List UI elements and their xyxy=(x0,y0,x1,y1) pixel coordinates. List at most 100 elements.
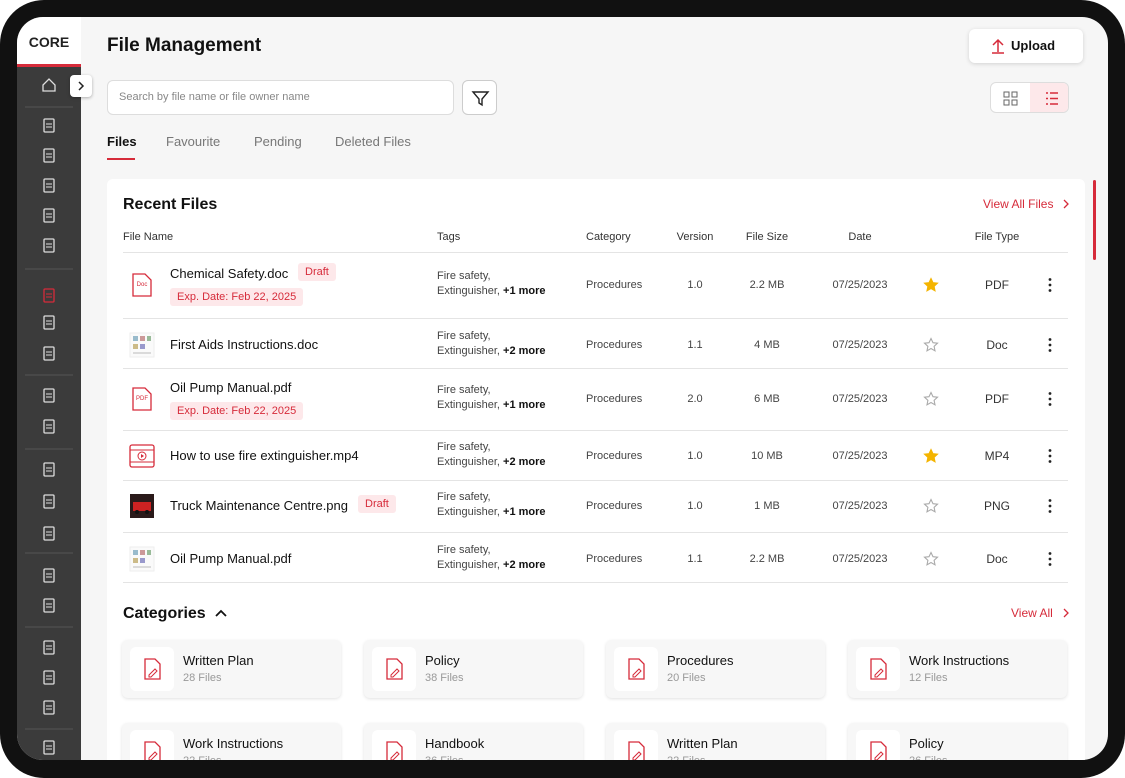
category-card[interactable]: Handbook 36 Files xyxy=(364,723,583,760)
column-header: Tags xyxy=(437,231,461,243)
category-count: 20 Files xyxy=(667,672,706,684)
more-tags[interactable]: +2 more xyxy=(503,456,546,468)
category-card[interactable]: Written Plan 22 Files xyxy=(606,723,825,760)
category-count: 22 Files xyxy=(183,755,222,760)
file-icon-label: PDF xyxy=(136,396,148,402)
star-outline xyxy=(923,337,939,352)
category-icon xyxy=(856,647,900,691)
category-name: Policy xyxy=(909,736,944,751)
search-input[interactable]: Search by file name or file owner name xyxy=(107,80,454,115)
category-count: 26 Files xyxy=(909,755,948,760)
row-divider xyxy=(123,368,1068,369)
tag: Extinguisher, xyxy=(437,456,500,468)
video-glyph xyxy=(129,444,155,468)
more-tags[interactable]: +2 more xyxy=(503,345,546,357)
more-tags[interactable]: +1 more xyxy=(503,506,546,518)
tag-line: Extinguisher, +2 more xyxy=(437,559,546,571)
sheet-thumb xyxy=(129,332,155,358)
tag-line: Extinguisher, +2 more xyxy=(437,345,546,357)
view-all-link[interactable]: View All xyxy=(1011,606,1053,620)
category-count: 28 Files xyxy=(183,672,222,684)
tag: Extinguisher, xyxy=(437,285,500,297)
more-tags[interactable]: +1 more xyxy=(503,285,546,297)
scrollbar xyxy=(1093,180,1096,260)
more-tags[interactable]: +1 more xyxy=(503,399,546,411)
category-card[interactable]: Work Instructions 22 Files xyxy=(122,723,341,760)
category: Procedures xyxy=(586,339,643,351)
row-menu xyxy=(1048,499,1052,513)
category-name: Written Plan xyxy=(183,653,254,668)
status-badge: Draft xyxy=(358,495,396,513)
tab[interactable]: Pending xyxy=(254,134,302,149)
star-outline xyxy=(923,498,939,513)
cell-version: 1.0 xyxy=(687,279,703,291)
cell-size: 6 MB xyxy=(754,393,780,405)
category-name: Handbook xyxy=(425,736,485,751)
category-card[interactable]: Policy 38 Files xyxy=(364,640,583,698)
cell-date: 07/25/2023 xyxy=(832,553,888,565)
category-card[interactable]: Work Instructions 12 Files xyxy=(848,640,1067,698)
row-divider xyxy=(123,582,1068,583)
content-card: Recent Files View All Files File Name Tags C… xyxy=(107,179,1085,760)
filter-button[interactable] xyxy=(462,80,497,115)
category: Procedures xyxy=(586,553,643,565)
column-header: Category xyxy=(586,231,631,243)
category-name: Work Instructions xyxy=(909,653,1010,668)
row-menu xyxy=(1048,552,1052,566)
cell-size: 2.2 MB xyxy=(749,279,785,291)
status-badge: Draft xyxy=(298,263,336,281)
tag-line: Extinguisher, +1 more xyxy=(437,399,546,411)
expiry-badge: Exp. Date: Feb 22, 2025 xyxy=(170,288,304,306)
sidebar-toggle[interactable] xyxy=(70,75,92,97)
cell-version: 1.0 xyxy=(687,500,703,512)
category-card[interactable]: Policy 26 Files xyxy=(848,723,1067,760)
category-icon xyxy=(130,730,174,760)
more-tags[interactable]: +2 more xyxy=(503,559,546,571)
chevron xyxy=(1063,199,1069,209)
doc-glyph xyxy=(144,741,161,760)
tag: Fire safety, xyxy=(437,270,491,282)
cell-date: 07/25/2023 xyxy=(832,393,888,405)
tag-line: Extinguisher, +1 more xyxy=(437,285,546,297)
filter-icon xyxy=(471,91,490,107)
sheet-thumb xyxy=(129,546,155,572)
file-name: How to use fire extinguisher.mp4 xyxy=(170,448,359,463)
view-toggle-icons[interactable] xyxy=(991,83,1069,113)
category: Procedures xyxy=(586,450,643,462)
tag: Extinguisher, xyxy=(437,399,500,411)
tag-line: Extinguisher, +2 more xyxy=(437,456,546,468)
category-count: 38 Files xyxy=(425,672,464,684)
star-outline xyxy=(923,391,939,406)
category-card[interactable]: Written Plan 28 Files xyxy=(122,640,341,698)
category-icon xyxy=(614,730,658,760)
category-count: 36 Files xyxy=(425,755,464,760)
file-type: Doc xyxy=(986,338,1008,352)
row-divider xyxy=(123,480,1068,481)
cell-date: 07/25/2023 xyxy=(832,500,888,512)
doc-glyph xyxy=(386,741,403,760)
category-card[interactable]: Procedures 20 Files xyxy=(606,640,825,698)
file-icon: Doc xyxy=(129,272,155,298)
tab[interactable]: Files xyxy=(107,134,137,149)
view-all-link[interactable]: View All Files xyxy=(983,197,1054,211)
tag: Fire safety, xyxy=(437,330,491,342)
upload-button[interactable]: Upload xyxy=(969,29,1083,63)
tag: Fire safety, xyxy=(437,491,491,503)
page-title: File Management xyxy=(107,35,262,56)
chevron xyxy=(1063,608,1069,618)
row-menu xyxy=(1048,338,1052,352)
tab[interactable]: Deleted Files xyxy=(335,134,411,149)
cell-version: 2.0 xyxy=(687,393,703,405)
file-icon-label: Doc xyxy=(136,282,148,288)
doc-glyph xyxy=(628,741,645,760)
column-header: Date xyxy=(848,231,872,243)
row-menu xyxy=(1048,392,1052,406)
tab[interactable]: Favourite xyxy=(166,134,221,149)
file-icon xyxy=(129,443,155,469)
tag: Extinguisher, xyxy=(437,345,500,357)
expiry-badge: Exp. Date: Feb 22, 2025 xyxy=(170,402,304,420)
file-name: Oil Pump Manual.pdf xyxy=(170,380,292,395)
doc-glyph xyxy=(144,658,161,680)
tag: Fire safety, xyxy=(437,384,491,396)
